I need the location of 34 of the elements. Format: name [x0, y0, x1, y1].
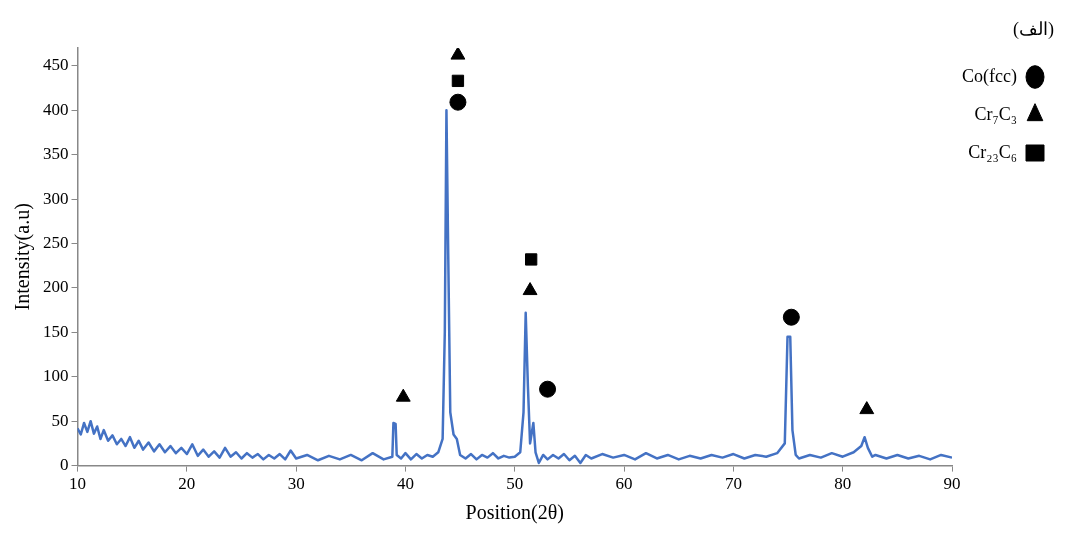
y-tick-label: 250: [43, 232, 69, 252]
x-tick-label: 80: [834, 474, 852, 494]
y-tick-label: 50: [51, 410, 69, 430]
point: [859, 401, 875, 415]
point: [525, 253, 538, 266]
x-tick-label: 60: [615, 474, 633, 494]
x-tick-label: 30: [287, 474, 305, 494]
point: [449, 93, 467, 111]
y-tick-label: 350: [43, 144, 69, 164]
legend-label: Cr₇C₃: [974, 103, 1017, 124]
point: [539, 380, 557, 398]
y-tick-label: 100: [43, 366, 69, 386]
y-tick-label: 300: [43, 188, 69, 208]
legend-label: Co(fcc): [962, 65, 1017, 87]
point: [395, 388, 411, 402]
y-tick-label: 0: [60, 455, 69, 475]
point: [450, 48, 466, 60]
legend-label: Cr₂₃C₆: [968, 141, 1017, 162]
x-tick-label: 90: [943, 474, 961, 494]
y-tick-label: 200: [43, 277, 69, 297]
text: (الف): [1013, 18, 1054, 40]
x-tick-label: 50: [506, 474, 524, 494]
y-axis-title: Intensity(a.u): [11, 203, 35, 311]
x-axis-title: Position(2θ): [465, 501, 565, 525]
point: [782, 308, 800, 326]
y-tick-label: 450: [43, 55, 69, 75]
x-tick-label: 70: [724, 474, 742, 494]
point: [451, 74, 465, 88]
point: [522, 282, 538, 296]
x-tick-label: 10: [69, 474, 86, 494]
y-tick-label: 400: [43, 99, 69, 119]
y-tick-label: 150: [43, 321, 69, 341]
x-tick-label: 20: [178, 474, 196, 494]
x-tick-label: 40: [396, 474, 414, 494]
